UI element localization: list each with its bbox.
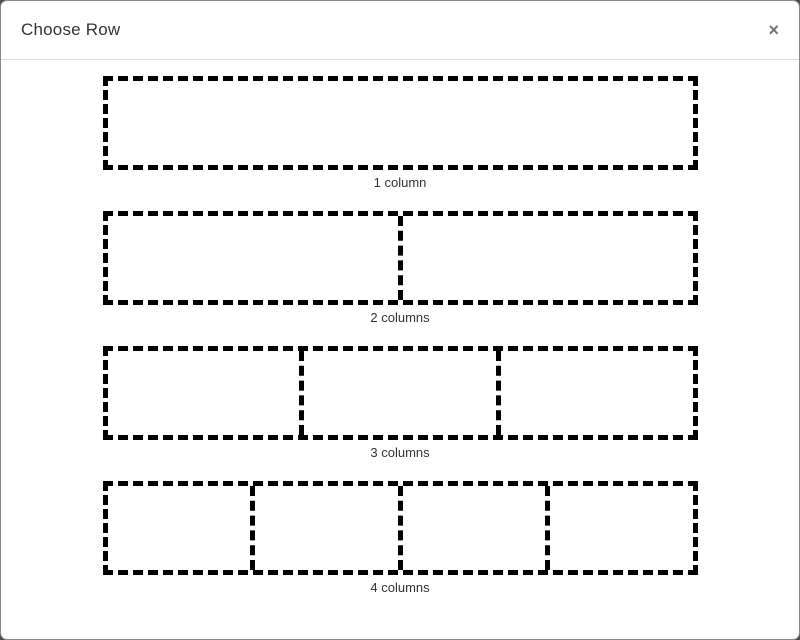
column-cell bbox=[250, 486, 398, 570]
row-preview-box bbox=[102, 76, 698, 170]
column-cell bbox=[397, 216, 693, 300]
column-cell bbox=[495, 351, 693, 435]
column-cell bbox=[108, 486, 251, 570]
row-option-1-column[interactable]: 1 column bbox=[102, 76, 698, 190]
row-preview-box bbox=[102, 481, 698, 575]
column-cell bbox=[299, 351, 496, 435]
column-cell bbox=[397, 486, 546, 570]
dialog-header: Choose Row × bbox=[1, 1, 799, 60]
column-cell bbox=[108, 81, 693, 165]
row-option-label: 2 columns bbox=[370, 310, 430, 325]
row-option-label: 3 columns bbox=[370, 445, 430, 460]
column-cell bbox=[545, 486, 693, 570]
dialog-title: Choose Row bbox=[21, 20, 121, 39]
row-option-label: 1 column bbox=[373, 175, 427, 190]
row-option-label: 4 columns bbox=[370, 580, 430, 595]
row-preview-box bbox=[102, 211, 698, 305]
row-option-4-column[interactable]: 4 columns bbox=[102, 481, 698, 595]
row-option-2-column[interactable]: 2 columns bbox=[102, 211, 698, 325]
row-options-list: 1 column 2 columns 3 columns 4 columns bbox=[1, 60, 799, 639]
column-cell bbox=[108, 216, 398, 300]
row-preview-box bbox=[102, 346, 698, 440]
column-cell bbox=[108, 351, 300, 435]
row-option-3-column[interactable]: 3 columns bbox=[102, 346, 698, 460]
close-icon[interactable]: × bbox=[768, 20, 779, 40]
